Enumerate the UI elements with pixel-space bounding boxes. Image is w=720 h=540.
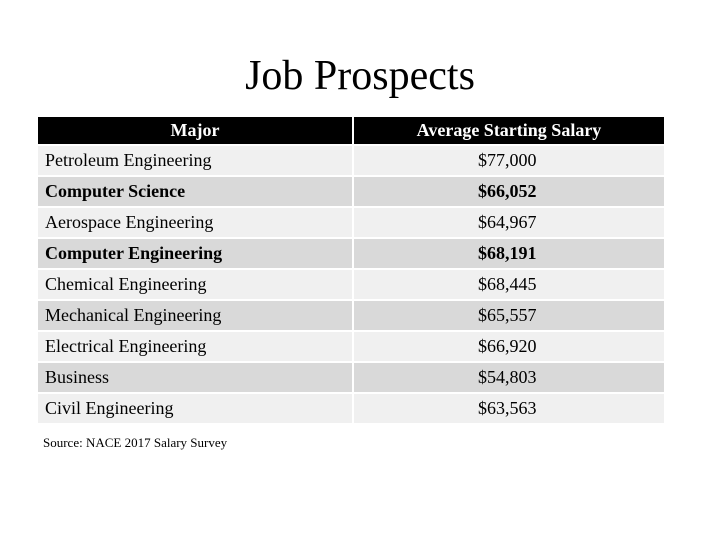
table-row: Business $54,803	[36, 361, 666, 394]
salary-cell: $66,052	[352, 175, 666, 208]
salary-cell: $63,563	[352, 392, 666, 425]
salary-cell: $64,967	[352, 206, 666, 239]
major-cell: Computer Engineering	[36, 237, 354, 270]
table-row: Computer Science $66,052	[36, 175, 666, 208]
salary-table: Major Average Starting Salary Petroleum …	[36, 115, 666, 425]
major-cell: Computer Science	[36, 175, 354, 208]
table-row: Computer Engineering $68,191	[36, 237, 666, 270]
table-row: Electrical Engineering $66,920	[36, 330, 666, 363]
header-row: Major Average Starting Salary	[36, 115, 666, 146]
source-note: Source: NACE 2017 Salary Survey	[43, 435, 228, 450]
salary-cell: $68,445	[352, 268, 666, 301]
salary-cell: $54,803	[352, 361, 666, 394]
table-body: Petroleum Engineering $77,000 Computer Sci…	[36, 144, 666, 425]
salary-cell: $66,920	[352, 330, 666, 363]
major-cell: Aerospace Engineering	[36, 206, 354, 239]
major-cell: Chemical Engineering	[36, 268, 354, 301]
salary-cell: $68,191	[352, 237, 666, 270]
table-row: Chemical Engineering $68,445	[36, 268, 666, 301]
salary-cell: $77,000	[352, 144, 666, 177]
salary-cell: $65,557	[352, 299, 666, 332]
header-cell: Average Starting Salary	[352, 115, 666, 146]
table-row: Civil Engineering $63,563	[36, 392, 666, 425]
header-cell: Major	[36, 115, 354, 146]
slide-title: Job Prospects	[245, 53, 475, 99]
major-cell: Electrical Engineering	[36, 330, 354, 363]
table-row: Mechanical Engineering $65,557	[36, 299, 666, 332]
major-cell: Business	[36, 361, 354, 394]
major-cell: Civil Engineering	[36, 392, 354, 425]
table-row: Petroleum Engineering $77,000	[36, 144, 666, 177]
major-cell: Mechanical Engineering	[36, 299, 354, 332]
major-cell: Petroleum Engineering	[36, 144, 354, 177]
table-row: Aerospace Engineering $64,967	[36, 206, 666, 239]
